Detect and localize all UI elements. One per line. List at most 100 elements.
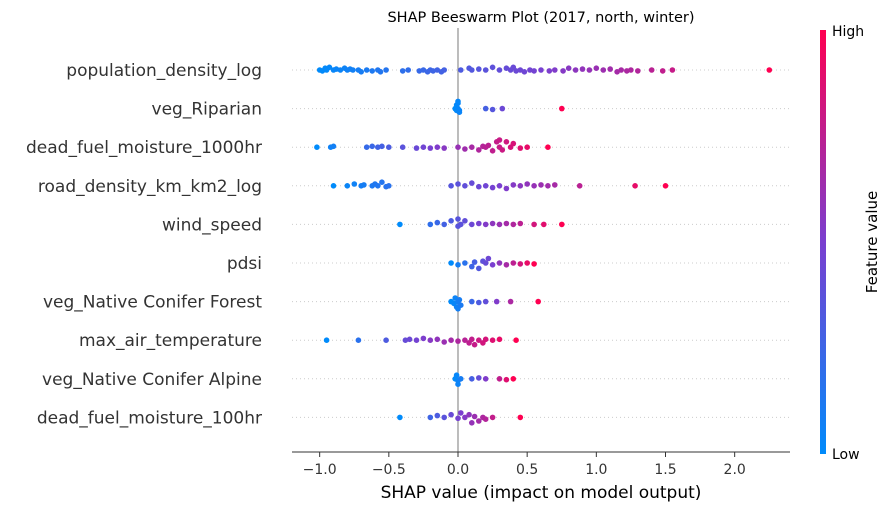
- data-point: [430, 68, 436, 74]
- data-point: [369, 143, 376, 150]
- data-point: [503, 65, 510, 71]
- data-point: [469, 221, 475, 228]
- feature-label: dead_fuel_moisture_100hr: [37, 408, 262, 428]
- data-point: [330, 183, 337, 189]
- data-point: [496, 183, 503, 189]
- data-point: [565, 65, 572, 71]
- data-point: [383, 67, 389, 73]
- feature-label: veg_Riparian: [152, 100, 262, 120]
- data-point: [462, 260, 468, 266]
- data-point: [314, 144, 320, 150]
- data-point: [383, 337, 389, 344]
- data-point: [399, 68, 406, 74]
- data-point: [427, 414, 434, 421]
- data-point: [579, 66, 586, 72]
- data-point: [406, 336, 413, 343]
- data-point: [351, 181, 358, 187]
- data-point: [527, 67, 533, 73]
- feature-label: veg_Native Conifer Alpine: [42, 370, 262, 390]
- data-point: [471, 259, 478, 265]
- data-point: [503, 139, 510, 145]
- data-point: [489, 337, 496, 344]
- data-point: [476, 147, 482, 153]
- data-point: [455, 338, 461, 344]
- data-point: [427, 145, 434, 151]
- x-tick-label: 1.0: [585, 462, 607, 478]
- data-point: [471, 413, 478, 420]
- data-point: [476, 299, 482, 306]
- data-point: [330, 143, 337, 150]
- data-point: [397, 414, 403, 421]
- data-point: [517, 261, 524, 267]
- data-point: [607, 66, 613, 72]
- data-point: [469, 144, 475, 150]
- data-point: [397, 221, 403, 228]
- feature-label: road_density_km_km2_log: [38, 177, 262, 197]
- data-point: [503, 220, 510, 227]
- data-point: [448, 411, 454, 418]
- chart-title: SHAP Beeswarm Plot (2017, north, winter): [387, 10, 694, 26]
- data-point: [482, 416, 489, 423]
- data-point: [469, 336, 475, 343]
- data-point: [448, 260, 454, 266]
- data-point: [441, 221, 448, 228]
- data-point: [476, 66, 482, 72]
- data-point: [496, 137, 503, 143]
- data-point: [496, 221, 503, 228]
- data-point: [517, 183, 524, 189]
- x-axis-ticks: −1.0 −0.5 0.0 0.5 1.0 1.5 2.0: [303, 452, 746, 478]
- data-point: [462, 146, 468, 152]
- data-point: [648, 67, 655, 73]
- data-point: [489, 148, 496, 154]
- data-point: [489, 106, 496, 113]
- data-point: [350, 67, 356, 73]
- data-point: [363, 144, 370, 150]
- feature-label: population_density_log: [66, 61, 262, 81]
- data-point: [441, 414, 448, 421]
- data-point: [462, 183, 468, 189]
- data-point: [379, 179, 385, 185]
- colorbar-low-label: Low: [832, 447, 860, 463]
- data-point: [427, 337, 434, 344]
- data-point: [458, 410, 464, 416]
- data-point: [441, 145, 448, 151]
- data-point: [507, 298, 514, 305]
- data-point: [413, 145, 420, 151]
- data-point: [517, 220, 524, 227]
- data-point: [489, 184, 496, 191]
- data-point: [632, 183, 638, 189]
- data-point: [659, 68, 666, 74]
- x-tick-label: −1.0: [303, 462, 337, 478]
- data-point: [455, 144, 461, 150]
- data-point: [413, 337, 420, 344]
- data-point: [469, 67, 475, 73]
- data-point: [323, 337, 330, 344]
- data-point: [662, 183, 669, 189]
- colorbar: [820, 30, 826, 454]
- data-point: [628, 67, 634, 73]
- data-point: [593, 65, 600, 71]
- data-point: [476, 183, 482, 190]
- data-point: [420, 335, 427, 342]
- data-point: [538, 182, 544, 188]
- feature-rows: population_density_log veg_Riparian dead_…: [26, 61, 790, 428]
- data-point: [386, 144, 392, 150]
- data-point: [455, 381, 461, 388]
- data-point: [434, 144, 441, 150]
- data-point: [462, 414, 468, 421]
- data-point: [441, 67, 448, 73]
- data-point: [420, 144, 427, 150]
- data-point: [469, 263, 475, 270]
- feature-label: veg_Native Conifer Forest: [43, 293, 262, 313]
- data-point: [510, 221, 517, 228]
- data-point: [482, 67, 489, 73]
- data-point: [458, 376, 464, 382]
- data-point: [361, 182, 367, 188]
- data-point: [427, 221, 434, 228]
- data-point: [456, 109, 463, 115]
- data-point: [434, 219, 441, 226]
- data-point: [482, 376, 489, 382]
- data-point: [489, 262, 496, 268]
- feature-label: wind_speed: [162, 215, 262, 235]
- data-point: [402, 337, 409, 344]
